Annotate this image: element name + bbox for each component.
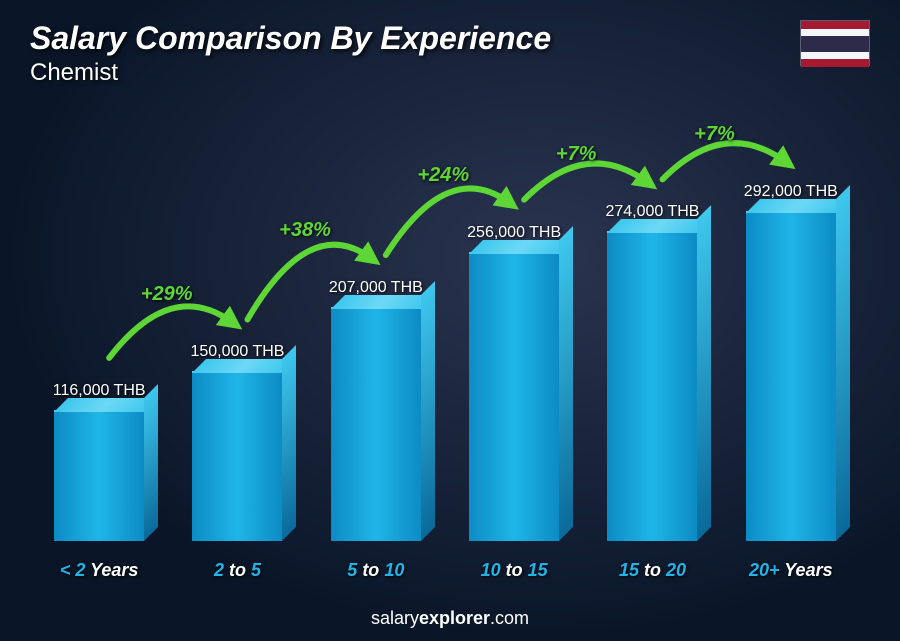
increase-pct-label: +7%	[694, 123, 735, 146]
increase-pct-label: +29%	[141, 283, 193, 306]
chart-area: 116,000 THB150,000 THB207,000 THB 256,000…	[30, 91, 860, 581]
x-axis-labels: < 2 Years2 to 55 to 1010 to 1515 to 2020…	[30, 560, 860, 581]
bar-value-label: 256,000 THB	[467, 224, 561, 242]
bar	[746, 211, 836, 541]
bar	[607, 231, 697, 541]
bar	[54, 410, 144, 541]
x-axis-label: 15 to 20	[583, 560, 721, 581]
chart-title: Salary Comparison By Experience	[30, 20, 870, 57]
chart-subtitle: Chemist	[30, 59, 870, 87]
chart-container: Salary Comparison By Experience Chemist …	[0, 0, 900, 641]
x-axis-label: 2 to 5	[168, 560, 306, 581]
bars-row: 116,000 THB150,000 THB207,000 THB 256,000…	[30, 91, 860, 541]
bar-group: 207,000 THB	[307, 91, 445, 541]
bar	[192, 371, 282, 541]
bar-group: 274,000 THB	[583, 91, 721, 541]
x-axis-label: 10 to 15	[445, 560, 583, 581]
x-axis-label: 20+ Years	[722, 560, 860, 581]
bar-group: 292,000 THB	[722, 91, 860, 541]
increase-pct-label: +7%	[556, 143, 597, 166]
increase-pct-label: +24%	[418, 164, 470, 187]
country-flag-icon	[800, 20, 870, 66]
x-axis-label: 5 to 10	[307, 560, 445, 581]
bar	[331, 307, 421, 541]
x-axis-label: < 2 Years	[30, 560, 168, 581]
increase-pct-label: +38%	[279, 219, 331, 242]
source-attribution: salaryexplorer.com	[0, 608, 900, 629]
bar	[469, 252, 559, 541]
bar-group: 116,000 THB	[30, 91, 168, 541]
bar-group: 150,000 THB	[168, 91, 306, 541]
